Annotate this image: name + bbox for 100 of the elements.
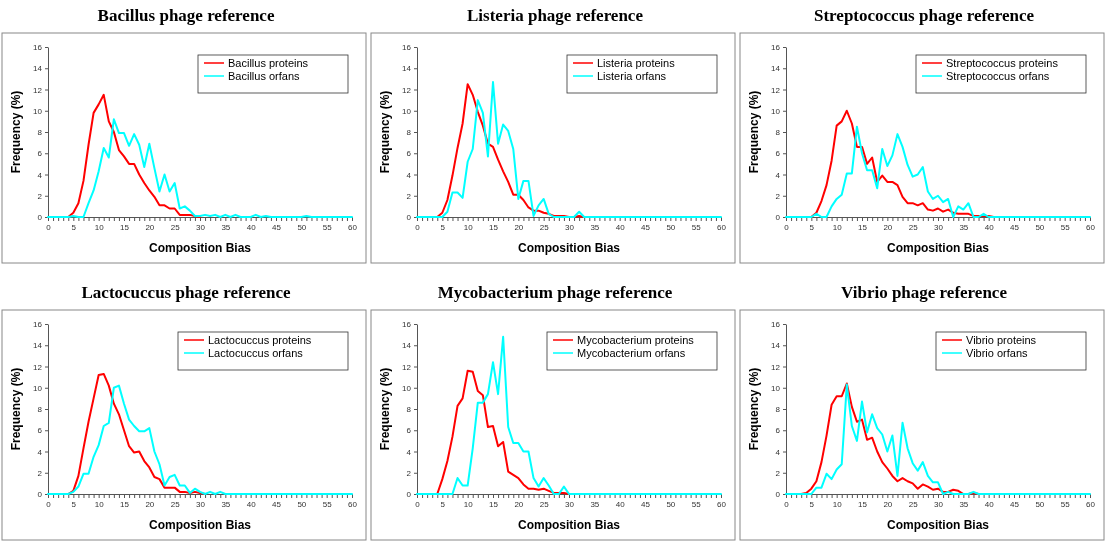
x-tick-label: 60 — [717, 499, 727, 509]
x-tick-label: 45 — [1010, 222, 1020, 232]
y-tick-label: 8 — [406, 405, 412, 415]
x-tick-label: 30 — [934, 499, 944, 509]
x-tick-label: 10 — [94, 499, 105, 509]
y-tick-label: 4 — [406, 447, 412, 457]
x-tick-label: 0 — [784, 222, 790, 232]
x-tick-label: 25 — [908, 222, 919, 232]
y-axis-title: Frequency (%) — [9, 367, 23, 451]
y-tick-label: 4 — [775, 170, 781, 180]
y-tick-label: 12 — [771, 362, 781, 372]
y-tick-label: 8 — [406, 128, 412, 138]
x-tick-label: 40 — [984, 222, 995, 232]
legend-label: Vibrio proteins — [966, 334, 1037, 346]
x-tick-label: 5 — [71, 222, 77, 232]
y-tick-label: 8 — [37, 128, 43, 138]
y-tick-label: 2 — [406, 468, 412, 478]
y-tick-label: 2 — [406, 191, 412, 201]
legend-label: Mycobacterium orfans — [577, 347, 686, 359]
x-tick-label: 55 — [1060, 499, 1071, 509]
x-tick-label: 0 — [46, 222, 52, 232]
legend-label: Lactocuccus proteins — [208, 334, 312, 346]
y-tick-label: 6 — [37, 426, 43, 436]
x-tick-label: 50 — [666, 222, 676, 232]
x-tick-label: 10 — [463, 222, 474, 232]
x-axis-title: Composition Bias — [517, 518, 621, 532]
line-series — [800, 382, 980, 495]
x-tick-label: 0 — [415, 222, 421, 232]
x-tick-label: 60 — [348, 499, 358, 509]
x-tick-label: 30 — [565, 222, 575, 232]
x-tick-label: 5 — [809, 499, 815, 509]
legend-label: Streptococcus orfans — [946, 70, 1050, 82]
y-tick-label: 10 — [33, 106, 43, 116]
x-tick-label: 50 — [1035, 222, 1045, 232]
x-tick-label: 35 — [959, 222, 969, 232]
x-tick-label: 15 — [120, 499, 130, 509]
x-tick-label: 45 — [641, 222, 651, 232]
x-tick-label: 40 — [246, 499, 257, 509]
x-tick-label: 25 — [539, 499, 550, 509]
y-tick-label: 6 — [37, 149, 43, 159]
y-tick-label: 6 — [775, 426, 781, 436]
legend-label: Lactocuccus orfans — [208, 347, 304, 359]
x-tick-label: 35 — [221, 499, 231, 509]
x-tick-label: 55 — [691, 222, 702, 232]
x-tick-label: 25 — [908, 499, 919, 509]
y-axis-title: Frequency (%) — [378, 90, 392, 174]
y-tick-label: 10 — [771, 106, 781, 116]
chart-title: Vibrio phage reference — [841, 283, 1008, 302]
x-tick-label: 15 — [489, 222, 499, 232]
x-tick-label: 5 — [440, 499, 446, 509]
legend-label: Vibrio orfans — [966, 347, 1029, 359]
line-series — [436, 369, 570, 495]
x-tick-label: 30 — [565, 499, 575, 509]
x-tick-label: 30 — [196, 499, 206, 509]
x-tick-label: 60 — [1086, 499, 1096, 509]
x-tick-label: 45 — [272, 499, 282, 509]
x-tick-label: 20 — [883, 222, 893, 232]
x-tick-label: 0 — [784, 499, 790, 509]
y-axis-title: Frequency (%) — [378, 367, 392, 451]
y-tick-label: 12 — [33, 362, 43, 372]
y-axis-title: Frequency (%) — [747, 90, 761, 174]
x-axis-title: Composition Bias — [517, 241, 621, 255]
x-tick-label: 40 — [984, 499, 995, 509]
y-tick-label: 6 — [406, 149, 412, 159]
x-tick-label: 60 — [717, 222, 727, 232]
x-tick-label: 15 — [120, 222, 130, 232]
x-tick-label: 25 — [170, 499, 181, 509]
x-tick-label: 55 — [691, 499, 702, 509]
x-tick-label: 50 — [666, 499, 676, 509]
y-tick-label: 14 — [402, 64, 412, 74]
x-tick-label: 10 — [94, 222, 105, 232]
y-tick-label: 2 — [37, 468, 43, 478]
y-tick-label: 16 — [402, 43, 412, 53]
x-tick-label: 35 — [590, 499, 600, 509]
y-tick-label: 2 — [37, 191, 43, 201]
x-tick-label: 55 — [1060, 222, 1071, 232]
x-tick-label: 20 — [514, 222, 524, 232]
chart-title: Lactocuccus phage reference — [81, 283, 291, 302]
x-tick-label: 50 — [297, 222, 307, 232]
x-tick-label: 20 — [514, 499, 524, 509]
x-axis-title: Composition Bias — [148, 518, 252, 532]
x-axis-title: Composition Bias — [886, 518, 990, 532]
x-tick-label: 5 — [809, 222, 815, 232]
y-tick-label: 0 — [775, 490, 781, 500]
y-tick-label: 8 — [37, 405, 43, 415]
y-tick-label: 4 — [37, 447, 43, 457]
y-tick-label: 2 — [775, 191, 781, 201]
y-tick-label: 14 — [771, 341, 781, 351]
x-tick-label: 0 — [415, 499, 421, 509]
y-tick-label: 10 — [402, 106, 412, 116]
y-tick-label: 4 — [37, 170, 43, 180]
y-tick-label: 0 — [37, 213, 43, 223]
y-tick-label: 14 — [33, 341, 43, 351]
x-tick-label: 20 — [145, 499, 155, 509]
x-tick-label: 20 — [883, 499, 893, 509]
y-tick-label: 10 — [33, 383, 43, 393]
x-tick-label: 25 — [170, 222, 181, 232]
y-tick-label: 12 — [771, 85, 781, 95]
x-tick-label: 55 — [322, 499, 333, 509]
x-tick-label: 5 — [71, 499, 77, 509]
